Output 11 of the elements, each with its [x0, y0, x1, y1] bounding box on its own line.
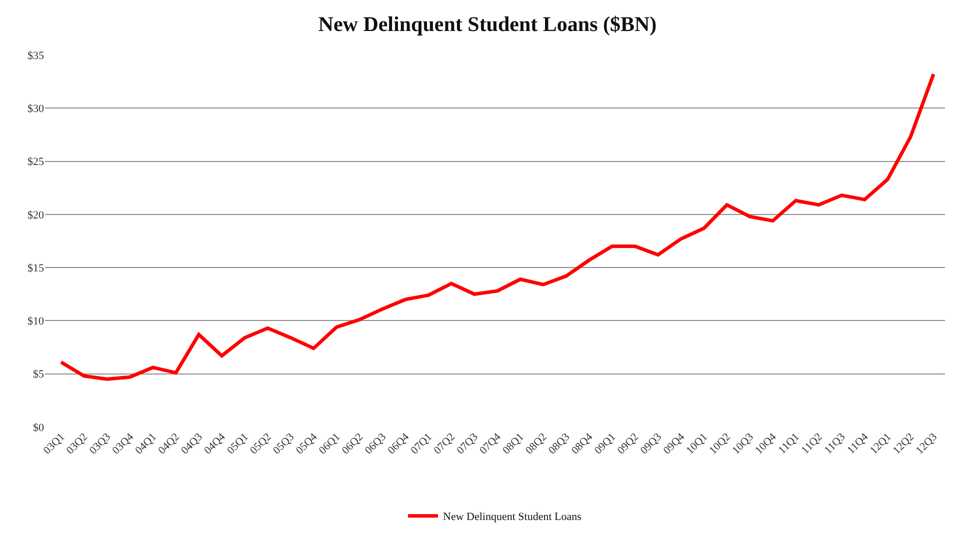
chart-title: New Delinquent Student Loans ($BN) — [318, 12, 657, 36]
y-tick-label: $15 — [28, 262, 44, 274]
y-tick-label: $35 — [28, 50, 44, 62]
line-series — [59, 72, 936, 381]
y-tick-label: $20 — [28, 209, 44, 222]
y-tick-label: $0 — [33, 422, 44, 434]
y-tick-label: $25 — [28, 156, 44, 168]
y-tick-label: $10 — [28, 316, 44, 328]
y-tick-label: $5 — [33, 368, 44, 381]
y-tick-label: $30 — [28, 102, 44, 115]
legend-label: New Delinquent Student Loans — [443, 511, 582, 524]
